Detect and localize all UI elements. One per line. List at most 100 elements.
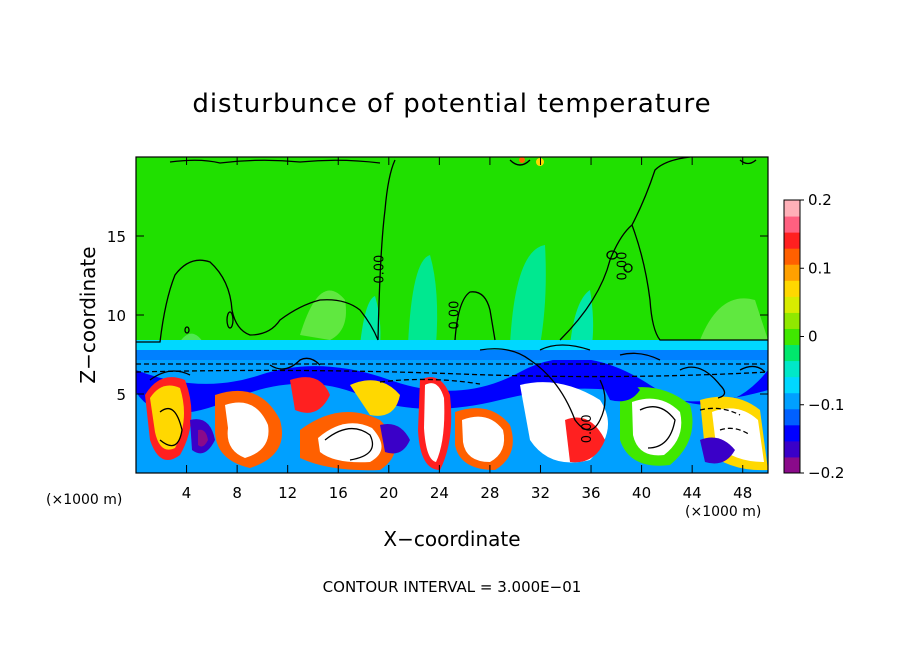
contour-zero-line (377, 159, 396, 341)
cold-structure (198, 429, 208, 447)
contour-zero-line (136, 259, 379, 343)
colorbar-swatch (784, 360, 800, 378)
contour-solid (639, 406, 676, 449)
contour-interval-note: CONTOUR INTERVAL = 3.000E−01 (323, 578, 582, 596)
contour-solid (324, 428, 374, 461)
contour-label: 0.00 (615, 252, 630, 281)
y-tick-label: 15 (107, 228, 126, 246)
contour-dashed (699, 407, 741, 416)
contour-solid (269, 357, 321, 370)
contour-solid (679, 366, 726, 399)
colorbar-swatch (784, 296, 800, 313)
colorbar-swatch (784, 376, 800, 394)
contour-solid (739, 365, 766, 373)
y-axis: 5 10 15 (107, 228, 768, 404)
x-tick-label: 40 (632, 484, 651, 502)
contour-solid (159, 407, 183, 447)
colorbar-swatch (784, 200, 800, 217)
y-tick-label: 10 (107, 307, 126, 325)
warm-structure (318, 423, 382, 463)
colorbar-swatch (784, 344, 800, 362)
x-unit-label-left: (×1000 m) (46, 492, 122, 508)
colorbar-swatch (784, 264, 800, 281)
warm-structure (225, 402, 269, 458)
contour-loop (606, 250, 618, 260)
chart-title: disturbunce of potential temperature (192, 89, 711, 119)
x-tick-label: 12 (278, 484, 297, 502)
colorbar-tick-label: −0.2 (808, 464, 844, 482)
contour-loop (226, 311, 234, 329)
x-axis-label: X−coordinate (383, 527, 520, 551)
cold-structure (380, 424, 410, 454)
upper-layer-field (136, 157, 768, 362)
warm-structure (350, 380, 400, 416)
colorbar-tick-label: 0.1 (808, 259, 832, 277)
speckle (519, 157, 525, 163)
plume (408, 255, 438, 345)
colorbar-swatch (784, 280, 800, 297)
x-unit-label-right: (×1000 m) (685, 504, 761, 520)
x-tick-label: 4 (182, 484, 192, 502)
colorbar-swatch (784, 216, 800, 233)
contour-zero-line (631, 224, 768, 341)
contour-lines (136, 157, 768, 461)
contour-label: 0.00 (373, 255, 388, 284)
cold-structure (600, 377, 640, 402)
contour-label: 0.00 (580, 414, 595, 443)
transition-band-inner (136, 350, 768, 362)
cold-structure (700, 437, 735, 464)
light-green-patch (700, 298, 768, 340)
x-tick-label: 16 (329, 484, 348, 502)
colorbar-swatch (784, 424, 800, 442)
contour-solid (479, 348, 606, 431)
x-tick-label: 8 (232, 484, 242, 502)
colorbar-swatch (784, 392, 800, 410)
contour-zero-line (454, 291, 496, 341)
warm-structure (424, 383, 445, 462)
x-tick-label: 36 (581, 484, 600, 502)
warm-structure (565, 417, 605, 463)
contour-label-group: 0.00 0.00 0.00 0.00 (373, 252, 631, 444)
colorbar-tick-label: 0.2 (808, 191, 832, 209)
plot-field (136, 157, 768, 473)
contour-solid (149, 370, 191, 381)
contour-top-wisp (509, 159, 531, 166)
contour-solid (539, 344, 591, 351)
warm-structure (290, 377, 330, 413)
x-tick-label: 24 (430, 484, 449, 502)
contour-solid (619, 352, 661, 361)
contour-dashed (379, 378, 481, 385)
light-green-patch (300, 290, 346, 340)
contour-dashed (719, 427, 751, 436)
contour-top-wisp (169, 159, 381, 164)
x-tick-label: 32 (531, 484, 550, 502)
contour-label: 0.00 (447, 301, 462, 330)
y-axis-label: Z−coordinate (76, 246, 100, 383)
y-tick-label: 5 (116, 386, 126, 404)
warm-structure (462, 416, 505, 462)
colorbar-tick-label: 0 (808, 328, 818, 346)
colorbar-swatch (784, 408, 800, 426)
colorbar-swatch (784, 440, 800, 458)
plume (510, 245, 546, 345)
contour-loop (184, 326, 190, 334)
colorbar-swatch (784, 232, 800, 249)
x-tick-label: 28 (480, 484, 499, 502)
blue-band (136, 360, 768, 414)
x-tick-label: 48 (733, 484, 752, 502)
colorbar: 0.2 0.1 0 −0.1 −0.2 (783, 191, 844, 482)
plume (570, 290, 594, 345)
colorbar-tick-label: −0.1 (808, 396, 844, 414)
colorbar-swatch (784, 312, 800, 329)
contour-loop (623, 263, 633, 273)
x-tick-label: 44 (683, 484, 702, 502)
x-axis: 4 8 12 16 20 24 28 32 36 40 44 48 (182, 157, 752, 502)
x-tick-label: 20 (379, 484, 398, 502)
contour-dashed (136, 369, 768, 378)
colorbar-swatch (784, 328, 800, 346)
contour-top-wisp (739, 159, 757, 165)
warm-structure (150, 385, 184, 450)
colorbar-swatch (784, 456, 800, 474)
colorbar-swatch (784, 248, 800, 265)
